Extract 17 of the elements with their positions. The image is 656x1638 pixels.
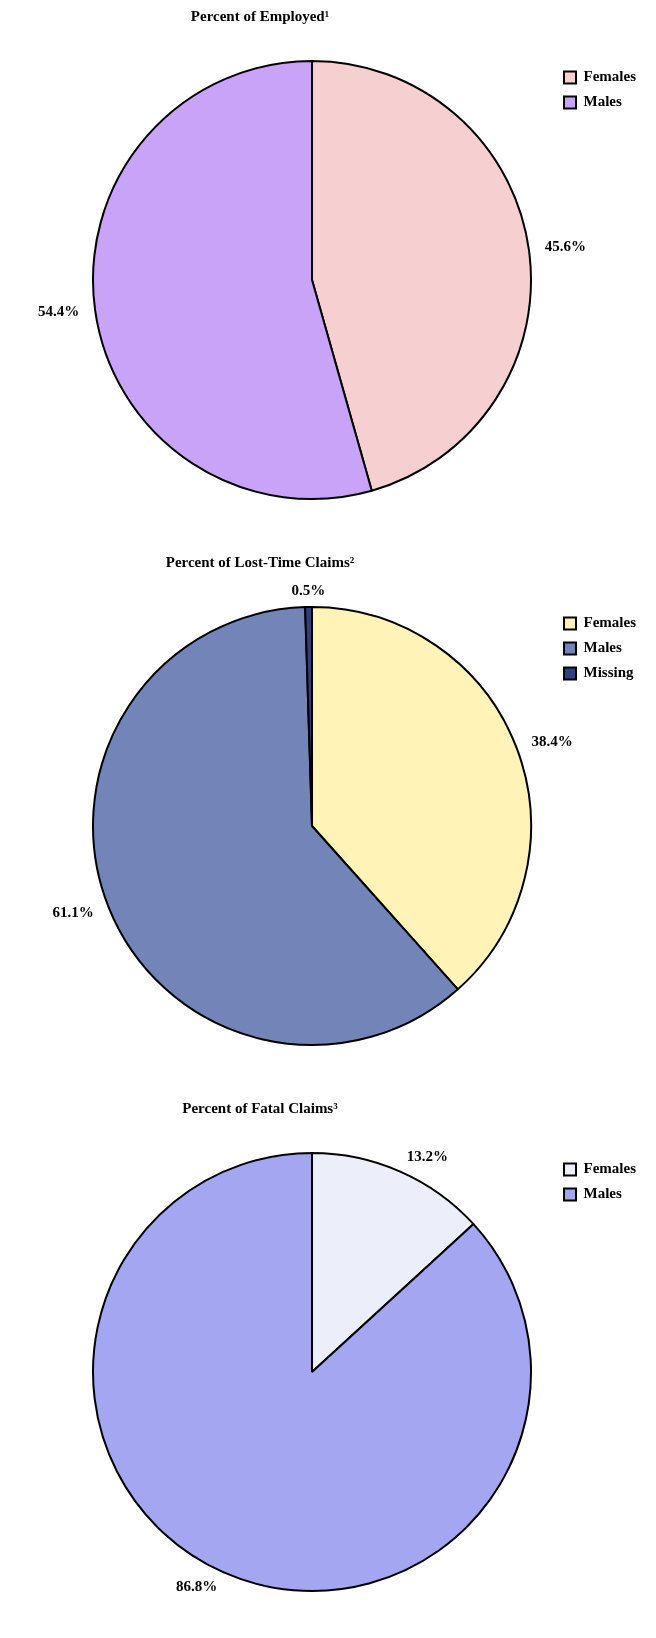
chart-title: Percent of Fatal Claims³ — [181, 1100, 339, 1117]
legend-label: Females — [583, 614, 637, 631]
legend-label: Males — [583, 639, 622, 656]
data-label: 45.6% — [544, 238, 587, 255]
legend-label: Females — [583, 68, 637, 85]
legend-label: Females — [583, 1160, 637, 1177]
data-label: 61.1% — [52, 904, 94, 921]
legend-label: Males — [583, 1185, 622, 1202]
data-label: 0.5% — [291, 581, 326, 598]
chart-title: Percent of Lost-Time Claims² — [164, 554, 356, 571]
legend-label: Missing — [583, 664, 635, 681]
legend-label: Males — [583, 93, 622, 110]
chart-title: Percent of Employed¹ — [189, 8, 331, 25]
data-label: 86.8% — [176, 1577, 218, 1594]
data-label: 54.4% — [38, 303, 80, 320]
data-label: 13.2% — [406, 1147, 448, 1164]
data-label: 38.4% — [531, 733, 573, 750]
